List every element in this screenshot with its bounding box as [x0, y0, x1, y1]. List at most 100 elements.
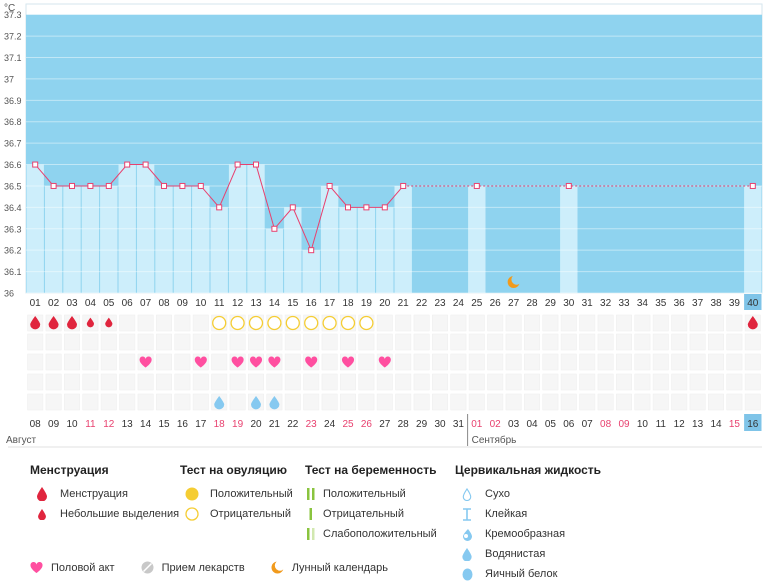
grid-cell	[192, 333, 209, 351]
intercourse-heart	[305, 356, 318, 368]
grid-cell	[27, 333, 44, 351]
temperature-point	[289, 204, 296, 211]
legend-item-label: Отрицательный	[323, 508, 404, 520]
legend-item-ovulation-negative: Отрицательный	[180, 504, 293, 524]
grid-cell	[505, 314, 522, 332]
cycle-day-label: 11	[214, 298, 225, 309]
egg-white-icon	[455, 568, 479, 581]
grid-cell	[726, 353, 743, 371]
grid-cell	[100, 333, 117, 351]
grid-cell	[487, 393, 504, 411]
grid-cell	[524, 393, 540, 411]
grid-cell	[119, 333, 136, 351]
cycle-day-label: 34	[637, 298, 649, 309]
date-label: 30	[434, 419, 446, 430]
cycle-day-label: 21	[398, 298, 410, 309]
intercourse-heart	[194, 356, 207, 368]
menstruation-drop	[747, 316, 758, 330]
grid-cell	[413, 333, 430, 351]
grid-cell	[192, 393, 209, 411]
cycle-day-label: 17	[324, 298, 336, 309]
grid-cell	[579, 353, 596, 371]
legend-item-sticky: Клейкая	[455, 504, 601, 524]
temperature-bar	[136, 164, 155, 293]
legend-item-label: Положительный	[210, 488, 293, 500]
grid-cell	[229, 373, 246, 391]
cycle-day-label: 10	[195, 298, 207, 309]
temperature-point	[381, 204, 388, 211]
grid-cell	[542, 314, 559, 332]
grid-cell	[671, 333, 688, 351]
grid-cell	[119, 373, 136, 391]
grid-cell	[487, 314, 504, 332]
cycle-day-label: 15	[287, 298, 299, 309]
grid-cell	[64, 353, 80, 371]
ovulation-negative-marker	[267, 315, 282, 331]
spotting-drop	[86, 317, 94, 328]
grid-cell	[708, 333, 724, 351]
legend-item-label: Положительный	[323, 488, 406, 500]
temperature-bar	[284, 207, 302, 293]
temperature-bar	[560, 185, 578, 293]
cycle-day-label: 30	[563, 298, 575, 309]
grid-cell	[634, 393, 651, 411]
grid-cell	[27, 373, 44, 391]
grid-cell	[505, 333, 522, 351]
cycle-day-label: 37	[692, 298, 704, 309]
grid-cell	[303, 393, 320, 411]
grid-cell	[174, 393, 191, 411]
intercourse-heart	[341, 356, 355, 368]
grid-cell	[174, 333, 191, 351]
y-tick-label: 37.3	[4, 10, 22, 20]
date-label: 13	[692, 419, 704, 430]
temperature-point	[69, 182, 75, 189]
grid-cell	[174, 353, 191, 371]
y-tick-label: 37	[4, 74, 14, 84]
date-label: 16	[177, 419, 189, 430]
legend-item-label: Клейкая	[485, 508, 528, 520]
grid-cell	[248, 333, 264, 351]
cycle-day-label: 09	[177, 298, 189, 309]
plot-area	[25, 3, 763, 294]
two-lines-icon	[305, 487, 317, 501]
grid-cell	[284, 353, 301, 371]
grid-cell	[744, 353, 761, 371]
date-label: 17	[195, 419, 207, 430]
grid-cell	[156, 393, 172, 411]
grid-cell	[340, 393, 356, 411]
date-label: 20	[250, 419, 262, 430]
grid-cell	[708, 393, 724, 411]
grid-cell	[487, 333, 504, 351]
cycle-day-label: 27	[508, 298, 520, 309]
temperature-bar	[376, 207, 394, 293]
grid-cell	[432, 333, 448, 351]
temperature-point	[326, 182, 333, 189]
grid-cell	[395, 314, 412, 332]
grid-cell	[579, 314, 596, 332]
menstruation-drop	[30, 316, 41, 330]
intercourse-heart	[249, 356, 263, 368]
grid-cell	[284, 373, 301, 391]
watery-drop	[214, 396, 225, 410]
legend-item-menstruation: Менструация	[30, 484, 179, 504]
small-drop-icon	[30, 508, 54, 520]
cycle-day-label: 38	[710, 298, 722, 309]
grid-cell	[303, 373, 320, 391]
grid-cell	[468, 314, 485, 332]
temperature-point	[234, 161, 241, 168]
cycle-day-label: 04	[85, 298, 97, 309]
grid-cell	[616, 373, 632, 391]
y-tick-label: 36.9	[4, 96, 22, 106]
grid-cell	[45, 373, 62, 391]
grid-cell	[708, 353, 724, 371]
watery-drop	[269, 396, 280, 410]
grid-cell	[616, 333, 632, 351]
temperature-bar	[26, 164, 44, 293]
y-tick-label: 36	[4, 289, 14, 299]
temperature-bar	[228, 164, 247, 293]
temperature-point	[161, 182, 167, 189]
bbt-chart: 37.3 37.2 37.1 37 36.9 36.8 36.7 36.6 36.5 36.4 36…	[4, 3, 763, 448]
date-label: 03	[508, 419, 520, 430]
ovulation-negative-marker	[212, 315, 227, 331]
y-tick-label: 36.1	[4, 267, 22, 277]
